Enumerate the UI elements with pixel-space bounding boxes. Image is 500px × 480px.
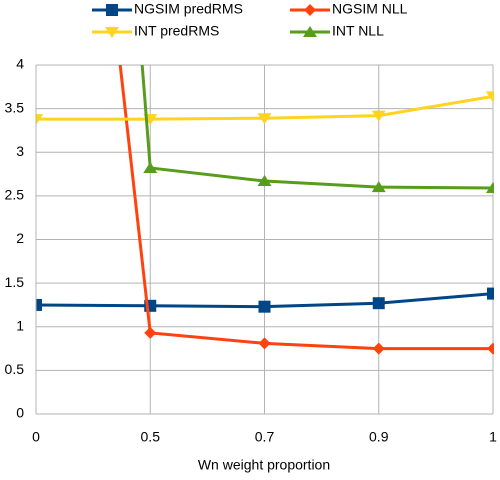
y-tick-label: 0 [16, 405, 24, 421]
x-tick-label: 0.7 [255, 429, 275, 445]
y-tick-label: 1 [16, 317, 24, 333]
y-tick-label: 1.5 [5, 274, 25, 290]
legend-marker [304, 4, 316, 16]
y-tick-label: 0.5 [5, 361, 25, 377]
data-point [258, 337, 271, 350]
data-point [372, 342, 385, 355]
x-axis-label: Wn weight proportion [198, 457, 330, 473]
data-point [36, 114, 43, 126]
y-tick-label: 2.5 [5, 187, 25, 203]
data-point [487, 342, 494, 355]
legend-label: NGSIM predRMS [134, 1, 243, 17]
data-point [487, 287, 494, 300]
data-point [143, 161, 158, 173]
data-point [371, 110, 386, 122]
legend-marker [105, 27, 119, 38]
y-tick-label: 2 [16, 230, 24, 246]
y-tick-label: 3.5 [5, 99, 25, 115]
legend-marker [303, 26, 317, 37]
legend-label: INT predRMS [134, 23, 219, 39]
x-tick-label: 0.5 [141, 429, 161, 445]
data-point [258, 300, 271, 313]
data-point [257, 175, 272, 187]
data-point [257, 113, 272, 125]
x-tick-label: 1 [489, 429, 497, 445]
y-tick-label: 4 [16, 56, 24, 72]
data-point [371, 181, 386, 193]
x-tick-label: 0 [32, 429, 40, 445]
data-point [486, 91, 494, 103]
data-point [486, 182, 494, 194]
y-tick-label: 3 [16, 143, 24, 159]
legend-label: NGSIM NLL [332, 1, 408, 17]
x-tick-label: 0.9 [369, 429, 389, 445]
data-point [372, 297, 385, 310]
data-point [144, 326, 157, 339]
legend-label: INT NLL [332, 23, 384, 39]
legend-marker [106, 4, 118, 16]
plot-area [36, 65, 494, 355]
data-point [36, 298, 42, 311]
